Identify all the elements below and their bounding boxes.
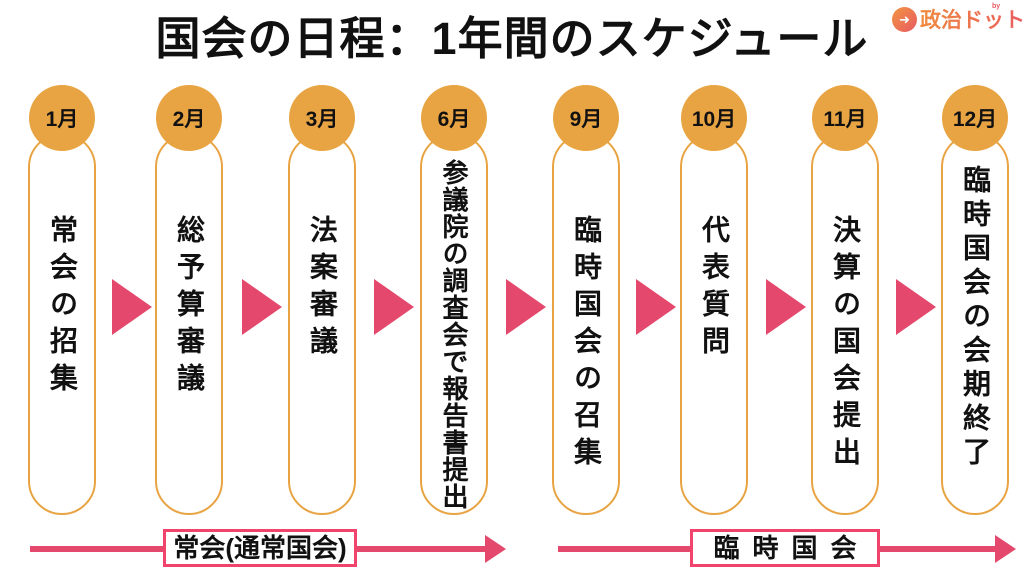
month-badge: 2月 [156, 85, 222, 151]
arrow-right-icon [636, 279, 676, 335]
month-badge: 10月 [681, 85, 747, 151]
event-label: 常会の招集 [47, 215, 78, 400]
logo-swirl-arrow-icon: ➜ [892, 6, 917, 32]
event-label: 決算の国会提出 [830, 215, 861, 474]
ordinary-session-label-box: 常会(通常国会) [163, 529, 357, 567]
schedule-column-march: 3月 法案審議 [288, 85, 356, 515]
extraordinary-session-arrowhead-icon [995, 535, 1016, 563]
event-pill: 総予算審議 [155, 133, 223, 515]
event-label: 総予算審議 [174, 215, 205, 400]
event-pill: 代表質問 [680, 133, 748, 515]
arrow-right-icon [242, 279, 282, 335]
logo-by-text: by [992, 3, 1001, 10]
month-badge: 6月 [421, 85, 487, 151]
arrow-right-icon [896, 279, 936, 335]
ordinary-session-arrowhead-icon [485, 535, 506, 563]
arrow-right-icon [374, 279, 414, 335]
event-pill: 決算の国会提出 [811, 133, 879, 515]
schedule-column-october: 10月 代表質問 [680, 85, 748, 515]
month-badge: 1月 [29, 85, 95, 151]
event-label: 法案審議 [307, 215, 338, 363]
event-label: 代表質問 [699, 215, 730, 363]
event-pill: 法案審議 [288, 133, 356, 515]
schedule-column-june: 6月 参議院の調査会で報告書提出 [420, 85, 488, 515]
extraordinary-session-label: 臨時国会 [713, 533, 870, 563]
event-pill: 常会の招集 [28, 133, 96, 515]
event-label: 参議院の調査会で報告書提出 [439, 159, 469, 510]
arrow-right-icon [506, 279, 546, 335]
month-label: 12月 [952, 108, 998, 131]
site-logo: ➜政治ドットコム by [892, 3, 1024, 34]
month-badge: 11月 [812, 85, 878, 151]
month-label: 2月 [172, 108, 206, 131]
arrow-right-icon [766, 279, 806, 335]
event-pill: 参議院の調査会で報告書提出 [420, 133, 488, 515]
extraordinary-session-label-box: 臨時国会 [690, 529, 880, 567]
event-label: 臨時国会の会期終了 [960, 165, 991, 471]
page-title: 国会の日程：1年間のスケジュール [155, 13, 869, 64]
logo-text: 政治ドットコム [920, 4, 1024, 34]
month-label: 10月 [691, 108, 737, 131]
month-label: 11月 [823, 108, 867, 131]
ordinary-session-label: 常会(通常国会) [173, 533, 347, 563]
schedule-column-september: 9月 臨時国会の召集 [552, 85, 620, 515]
schedule-column-november: 11月 決算の国会提出 [811, 85, 879, 515]
month-badge: 9月 [553, 85, 619, 151]
month-label: 1月 [45, 108, 79, 131]
month-badge: 12月 [942, 85, 1008, 151]
schedule-column-december: 12月 臨時国会の会期終了 [941, 85, 1009, 515]
month-label: 3月 [305, 108, 339, 131]
month-label: 6月 [437, 108, 471, 131]
arrow-right-icon [112, 279, 152, 335]
event-pill: 臨時国会の召集 [552, 133, 620, 515]
schedule-column-february: 2月 総予算審議 [155, 85, 223, 515]
event-label: 臨時国会の召集 [571, 215, 602, 474]
schedule-column-january: 1月 常会の招集 [28, 85, 96, 515]
month-label: 9月 [569, 108, 603, 131]
month-badge: 3月 [289, 85, 355, 151]
event-pill: 臨時国会の会期終了 [941, 133, 1009, 515]
